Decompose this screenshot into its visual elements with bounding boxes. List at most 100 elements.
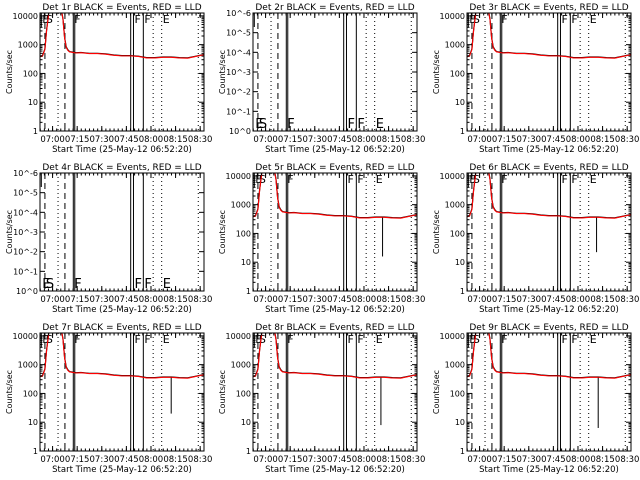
marker-label: S <box>259 173 266 186</box>
marker-label: E <box>376 333 383 346</box>
panel-title: Det 1r BLACK = Events, RED = LLD <box>42 3 201 13</box>
marker-label: F <box>74 277 81 292</box>
x-tick-label: 07:45 <box>541 455 566 465</box>
x-tick-label: 07:45 <box>327 295 352 305</box>
marker-label: F <box>561 13 567 26</box>
marker-label: F <box>571 333 577 346</box>
marker-label: S <box>473 13 480 26</box>
marker-label: E <box>469 333 476 346</box>
plot-area: SE F F F E <box>253 13 412 132</box>
x-tick-label: 08:00 <box>352 455 377 465</box>
marker-label: E <box>590 13 597 26</box>
y-tick-label: 1 <box>460 287 465 296</box>
x-tick-label: 08:15 <box>590 135 615 145</box>
x-axis-label: Start Time (25-May-12 06:52:20) <box>265 465 405 475</box>
lld-series-line <box>467 173 631 219</box>
y-tick-label: 100 <box>23 389 38 398</box>
marker-label: E <box>376 117 384 132</box>
y-tick-label: 100 <box>450 389 465 398</box>
plot-area: SE F F F E <box>253 333 417 451</box>
plot-area: SE F F F E <box>467 333 631 451</box>
plot-area: SE F F F E <box>467 13 631 131</box>
y-tick-label: 10^-2 <box>13 248 38 257</box>
plot-area: SE F F F E <box>467 173 631 291</box>
x-tick-label: 07:15 <box>65 295 90 305</box>
x-tick-label: 07:15 <box>492 135 517 145</box>
x-tick-label: 07:45 <box>327 135 352 145</box>
x-tick-label: 08:30 <box>188 455 213 465</box>
marker-label: F <box>287 117 294 132</box>
x-axis-label: Start Time (25-May-12 06:52:20) <box>265 305 405 315</box>
y-axis-label: Counts/sec <box>218 50 227 94</box>
y-tick-label: 10 <box>241 258 251 267</box>
x-tick-label: 07:30 <box>90 455 115 465</box>
plot-area: SE F F F E <box>253 173 417 291</box>
marker-label: S <box>46 13 53 26</box>
marker-label: F <box>347 117 354 132</box>
x-tick-label: 08:00 <box>139 455 164 465</box>
y-tick-label: 100 <box>450 229 465 238</box>
marker-label: F <box>561 173 567 186</box>
marker-label: S <box>473 333 480 346</box>
y-tick-label: 10000 <box>13 332 38 341</box>
y-tick-label: 1 <box>33 127 38 136</box>
x-tick-label: 08:30 <box>615 295 640 305</box>
marker-label: F <box>571 173 577 186</box>
marker-label: E <box>590 333 597 346</box>
lld-series-line <box>253 333 417 379</box>
y-tick-label: 10000 <box>440 172 465 181</box>
x-tick-label: 08:15 <box>163 295 188 305</box>
marker-label: F <box>144 277 151 292</box>
y-axis-label: Counts/sec <box>5 370 14 414</box>
x-tick-label: 08:00 <box>566 455 591 465</box>
y-tick-label: 10^0 <box>16 287 38 296</box>
x-axis-label: Start Time (25-May-12 06:52:20) <box>479 305 619 315</box>
x-tick-label: 07:30 <box>90 135 115 145</box>
panel-title: Det 3r BLACK = Events, RED = LLD <box>469 3 628 13</box>
x-tick-label: 08:15 <box>163 135 188 145</box>
x-tick-label: 07:45 <box>327 455 352 465</box>
marker-label: S <box>473 173 480 186</box>
lld-series-line <box>253 173 417 219</box>
marker-label: E <box>42 333 49 346</box>
y-tick-label: 1000 <box>445 201 465 210</box>
x-tick-label: 07:15 <box>65 455 90 465</box>
x-tick-label: 08:00 <box>566 135 591 145</box>
x-tick-label: 08:15 <box>376 135 401 145</box>
y-tick-label: 1 <box>246 447 251 456</box>
marker-label: E <box>255 173 262 186</box>
panel-title: Det 8r BLACK = Events, RED = LLD <box>255 323 414 333</box>
x-tick-label: 08:00 <box>352 295 377 305</box>
y-tick-label: 100 <box>236 389 251 398</box>
y-tick-label: 100 <box>450 69 465 78</box>
x-axis-label: Start Time (25-May-12 06:52:20) <box>479 145 619 155</box>
x-tick-label: 07:15 <box>492 295 517 305</box>
panel-title: Det 2r BLACK = Events, RED = LLD <box>255 3 414 13</box>
y-tick-label: 1 <box>460 127 465 136</box>
y-tick-label: 10000 <box>226 332 251 341</box>
marker-label: E <box>376 173 383 186</box>
x-tick-label: 07:00 <box>40 455 65 465</box>
plot-area: SE F F F E <box>40 13 204 131</box>
marker-label: E <box>590 173 597 186</box>
y-axis-label: Counts/sec <box>432 210 441 254</box>
y-tick-label: 10000 <box>13 12 38 21</box>
x-tick-label: 08:30 <box>401 295 426 305</box>
x-axis-label: Start Time (25-May-12 06:52:20) <box>265 145 405 155</box>
x-tick-label: 08:00 <box>352 135 377 145</box>
x-tick-label: 07:15 <box>278 455 303 465</box>
x-tick-label: 08:15 <box>163 455 188 465</box>
x-axis-label: Start Time (25-May-12 06:52:20) <box>479 465 619 475</box>
x-tick-label: 07:30 <box>517 295 542 305</box>
x-axis-label: Start Time (25-May-12 06:52:20) <box>52 465 192 475</box>
y-tick-label: 10^-6 <box>226 9 251 18</box>
y-tick-label: 10^-4 <box>226 48 251 57</box>
x-tick-label: 08:15 <box>376 295 401 305</box>
marker-label: F <box>74 13 80 26</box>
marker-label: F <box>287 173 293 186</box>
marker-label: F <box>501 13 507 26</box>
